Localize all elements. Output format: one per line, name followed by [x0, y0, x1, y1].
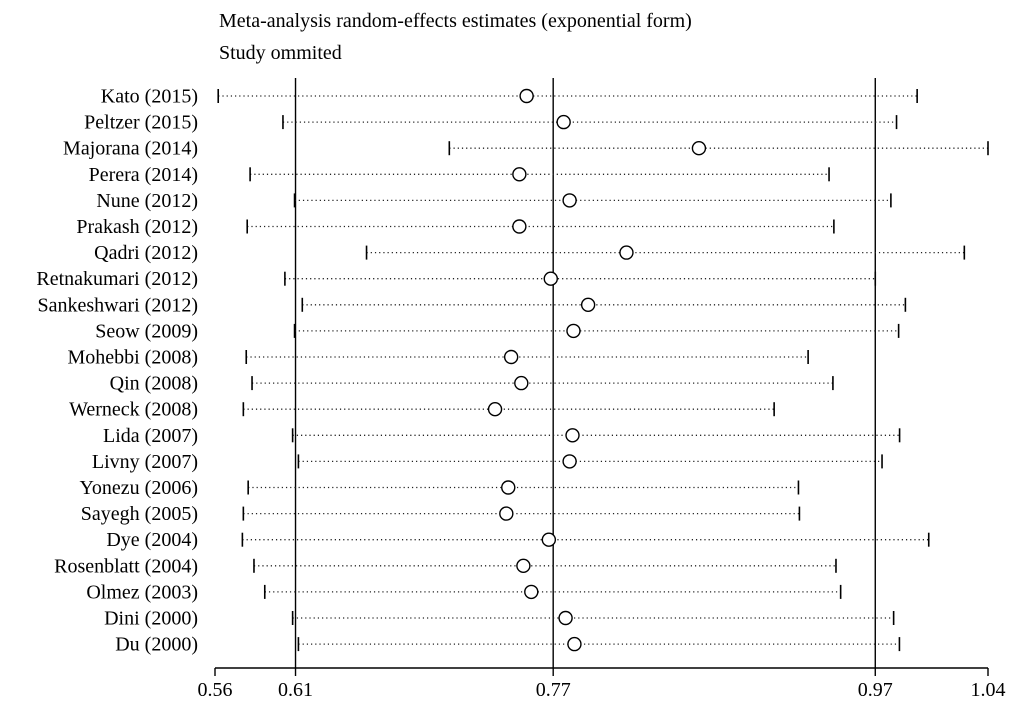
x-tick-label: 0.61	[278, 679, 313, 701]
x-tick-label: 0.77	[536, 679, 571, 701]
point-estimate	[556, 114, 571, 130]
point-estimate	[562, 454, 577, 469]
study-row: Werneck (2008)	[69, 399, 775, 421]
study-row: Seow (2009)	[95, 320, 900, 342]
study-label: Peltzer (2015)	[84, 112, 198, 134]
study-label: Werneck (2008)	[69, 399, 198, 421]
study-row: Nune (2012)	[96, 190, 892, 212]
study-label: Seow (2009)	[95, 320, 198, 342]
point-estimate	[619, 245, 634, 260]
study-label: Rosenblatt (2004)	[54, 555, 198, 577]
study-row: Olmez (2003)	[86, 581, 842, 603]
x-tick-label: 0.56	[198, 679, 233, 701]
study-row: Dye (2004)	[106, 529, 930, 551]
study-label: Qadri (2012)	[94, 242, 198, 264]
study-label: Retnakumari (2012)	[36, 268, 198, 290]
point-estimate	[567, 636, 582, 652]
study-label: Livny (2007)	[92, 451, 198, 473]
point-estimate	[519, 88, 534, 104]
study-label: Perera (2014)	[89, 164, 198, 186]
study-row: Kato (2015)	[101, 86, 918, 108]
point-estimate	[580, 297, 596, 312]
study-row: Dini (2000)	[104, 608, 895, 630]
point-estimate	[487, 402, 503, 417]
study-row: Rosenblatt (2004)	[54, 555, 837, 577]
study-label: Yonezu (2006)	[79, 477, 198, 499]
study-row: Sankeshwari (2012)	[37, 294, 907, 316]
point-estimate	[543, 271, 558, 286]
study-row: Perera (2014)	[89, 164, 830, 186]
study-row: Prakash (2012)	[76, 216, 835, 238]
study-label: Sankeshwari (2012)	[37, 294, 198, 316]
point-estimate	[514, 375, 529, 391]
study-label: Majorana (2014)	[63, 138, 198, 160]
study-rows: Kato (2015) Peltzer (2015) Majorana (2014)…	[36, 86, 989, 656]
study-row: Majorana (2014)	[63, 138, 989, 160]
point-estimate	[558, 610, 573, 626]
x-tick-label: 1.04	[971, 679, 1006, 701]
study-label: Du (2000)	[115, 634, 198, 656]
study-row: Livny (2007)	[92, 451, 883, 473]
study-label: Kato (2015)	[101, 86, 198, 108]
point-estimate	[503, 349, 519, 365]
point-estimate	[512, 167, 527, 182]
study-label: Nune (2012)	[96, 190, 198, 212]
study-label: Olmez (2003)	[86, 581, 198, 603]
point-estimate	[516, 558, 531, 573]
study-row: Du (2000)	[115, 634, 901, 656]
study-row: Peltzer (2015)	[84, 112, 898, 134]
chart-subtitle: Study ommited	[219, 42, 342, 64]
study-label: Mohebbi (2008)	[67, 347, 198, 369]
study-label: Qin (2008)	[110, 373, 198, 395]
reference-lines	[294, 78, 876, 668]
point-estimate	[501, 480, 516, 495]
point-estimate	[499, 506, 514, 521]
study-label: Sayegh (2005)	[81, 503, 198, 525]
study-row: Yonezu (2006)	[79, 477, 800, 499]
x-tick-label: 0.97	[858, 679, 893, 701]
chart-title: Meta-analysis random-effects estimates (…	[219, 10, 692, 32]
study-row: Sayegh (2005)	[81, 503, 801, 525]
point-estimate	[562, 193, 577, 208]
study-row: Qin (2008)	[110, 373, 834, 395]
study-label: Dini (2000)	[104, 608, 198, 630]
study-label: Prakash (2012)	[76, 216, 198, 238]
point-estimate	[691, 140, 707, 156]
point-estimate	[524, 584, 539, 600]
point-estimate	[541, 532, 557, 547]
point-estimate	[512, 219, 527, 234]
point-estimate	[565, 428, 580, 443]
study-row: Retnakumari (2012)	[36, 268, 877, 290]
point-estimate	[566, 323, 581, 339]
study-label: Dye (2004)	[106, 529, 198, 551]
study-row: Lida (2007)	[103, 425, 901, 447]
study-row: Qadri (2012)	[94, 242, 966, 264]
x-axis: 0.56 0.61 0.77 0.97 1.04	[198, 667, 1006, 701]
study-row: Mohebbi (2008)	[67, 347, 809, 369]
study-label: Lida (2007)	[103, 425, 198, 447]
